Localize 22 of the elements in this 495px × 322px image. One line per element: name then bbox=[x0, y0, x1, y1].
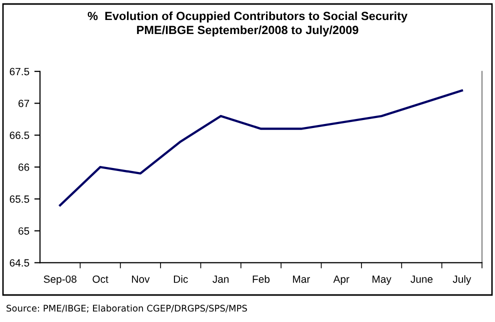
y-tick-label: 65 bbox=[18, 227, 30, 235]
x-tick-label: June bbox=[410, 276, 433, 283]
source-note: Source: PME/IBGE; Elaboration CGEP/DRGPS/SPS/MPS bbox=[6, 304, 247, 313]
y-tick-label: 64.5 bbox=[10, 259, 30, 267]
x-tick-label: Jan bbox=[212, 276, 229, 283]
y-tick-label: 67.5 bbox=[10, 68, 30, 76]
chart-subtitle: PME/IBGE September/2008 to July/2009 bbox=[137, 26, 358, 36]
x-tick-label: Nov bbox=[132, 276, 150, 283]
line-series bbox=[58, 89, 464, 206]
x-tick-label: July bbox=[452, 275, 472, 285]
x-tick-label: May bbox=[372, 276, 392, 285]
x-tick-label: Dic bbox=[174, 275, 188, 283]
x-tick-label: Oct bbox=[92, 275, 108, 283]
y-tick-label: 67 bbox=[18, 100, 30, 108]
y-tick-label: 66.5 bbox=[10, 132, 30, 140]
x-tick-label: Mar bbox=[293, 276, 310, 283]
x-tick-label: Sep-08 bbox=[44, 275, 76, 285]
y-tick-label: 66 bbox=[18, 164, 30, 171]
y-tick-label: 65.5 bbox=[10, 195, 30, 203]
chart-title: % Evolution of Ocuppied Contributors to Social Security bbox=[88, 12, 408, 22]
x-tick-label: Apr bbox=[333, 276, 350, 285]
x-tick-label: Feb bbox=[252, 275, 270, 283]
